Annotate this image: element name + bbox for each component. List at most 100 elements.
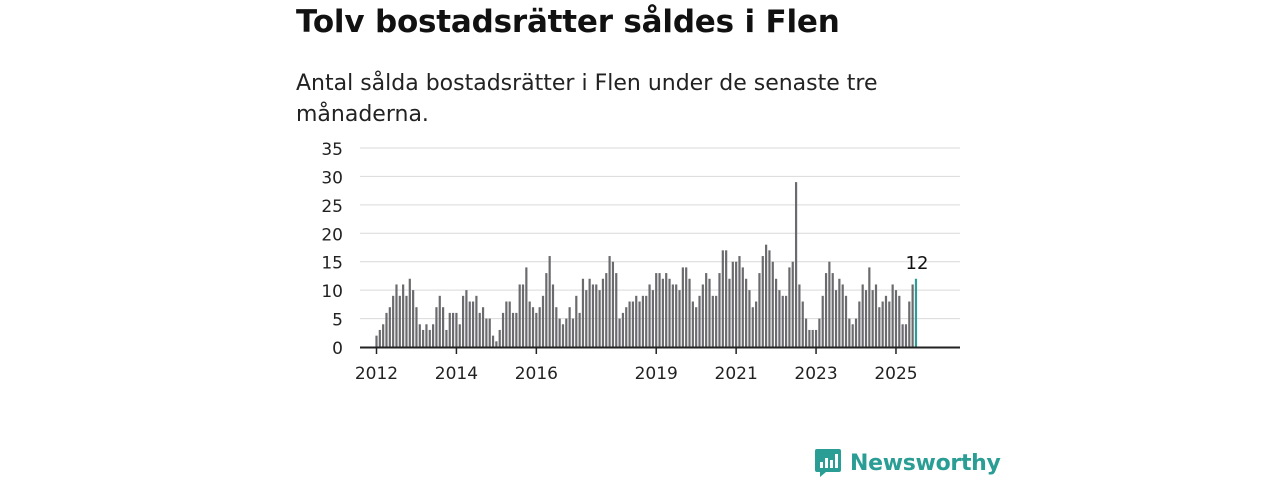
x-tick-label: 2012 xyxy=(355,364,398,384)
bar xyxy=(628,301,631,347)
bar xyxy=(505,301,508,347)
y-tick-label: 0 xyxy=(332,339,343,359)
x-tick-label: 2014 xyxy=(435,364,478,384)
bar xyxy=(655,273,658,347)
bar xyxy=(432,324,435,347)
bar xyxy=(511,312,515,347)
bar xyxy=(841,284,844,347)
bar xyxy=(395,284,398,347)
bar xyxy=(585,290,588,347)
bar xyxy=(661,278,664,347)
bar xyxy=(605,273,608,347)
bar xyxy=(874,284,878,347)
bar xyxy=(801,301,804,347)
bar xyxy=(758,273,761,347)
bar xyxy=(531,307,535,347)
bar xyxy=(591,284,595,347)
bar xyxy=(711,295,714,347)
bar xyxy=(631,301,635,347)
bar xyxy=(551,284,555,347)
y-tick-label: 10 xyxy=(321,282,343,302)
bar xyxy=(868,267,871,347)
bar xyxy=(475,295,478,347)
bar xyxy=(478,312,481,347)
chart-title: Tolv bostadsrätter såldes i Flen xyxy=(296,4,840,40)
bar xyxy=(804,318,808,347)
bar xyxy=(455,312,458,347)
bar xyxy=(558,318,561,347)
bar xyxy=(745,278,748,347)
bar xyxy=(422,329,425,347)
bar xyxy=(675,284,678,347)
bar xyxy=(715,295,718,347)
bar xyxy=(861,284,864,347)
bar xyxy=(701,284,704,347)
bar xyxy=(438,295,441,347)
bar xyxy=(638,301,641,347)
bar xyxy=(881,301,884,347)
bar xyxy=(731,261,734,347)
bar xyxy=(491,335,495,347)
bar xyxy=(811,329,814,347)
bar xyxy=(611,261,615,347)
bar xyxy=(571,318,575,347)
bar xyxy=(495,341,498,347)
bar xyxy=(375,335,378,347)
bar xyxy=(468,301,471,347)
bar xyxy=(854,318,858,347)
chart-subtitle: Antal sålda bostadsrätter i Flen under d… xyxy=(296,71,878,127)
bar xyxy=(382,324,385,347)
bar xyxy=(884,295,888,347)
bar xyxy=(561,324,565,347)
bar xyxy=(575,295,578,347)
bar xyxy=(415,307,418,347)
bar xyxy=(448,312,451,347)
bar xyxy=(828,261,831,347)
bar xyxy=(508,301,511,347)
bar xyxy=(461,295,465,347)
bar xyxy=(685,267,688,347)
bar xyxy=(911,284,914,347)
bar xyxy=(595,284,598,347)
bar xyxy=(528,301,531,347)
y-tick-label: 30 xyxy=(321,168,343,188)
bars xyxy=(375,182,918,347)
x-axis-ticks: 2012 2014 2016 2019 2021 2023 2025 xyxy=(355,348,918,384)
bar xyxy=(794,182,798,347)
bar xyxy=(878,307,881,347)
bar xyxy=(721,250,724,347)
bar xyxy=(548,256,551,347)
newsworthy-logo-icon xyxy=(815,449,841,477)
x-tick-label: 2016 xyxy=(515,364,558,384)
bar xyxy=(888,301,891,347)
bar xyxy=(771,261,774,347)
newsworthy-logo[interactable]: Newsworthy xyxy=(814,446,1001,480)
bar xyxy=(581,278,585,347)
bar xyxy=(378,329,381,347)
bar xyxy=(824,273,828,347)
bar xyxy=(904,324,908,347)
bar xyxy=(535,312,538,347)
bar-latest xyxy=(914,278,918,347)
bar xyxy=(608,256,611,347)
bar xyxy=(465,290,468,347)
bar xyxy=(458,324,461,347)
bar xyxy=(485,318,488,347)
bar xyxy=(545,273,548,347)
bar xyxy=(761,256,764,347)
x-tick-label: 2021 xyxy=(715,364,758,384)
bar xyxy=(601,278,605,347)
bar xyxy=(725,250,728,347)
bar xyxy=(565,318,568,347)
bar xyxy=(851,324,854,347)
bar xyxy=(748,290,751,347)
bar xyxy=(398,295,401,347)
y-tick-label: 15 xyxy=(321,254,343,274)
bar xyxy=(471,301,475,347)
bar xyxy=(698,295,701,347)
x-tick-label: 2023 xyxy=(794,364,837,384)
bar xyxy=(728,278,731,347)
bar xyxy=(442,307,445,347)
bar xyxy=(425,324,428,347)
bar xyxy=(898,295,901,347)
